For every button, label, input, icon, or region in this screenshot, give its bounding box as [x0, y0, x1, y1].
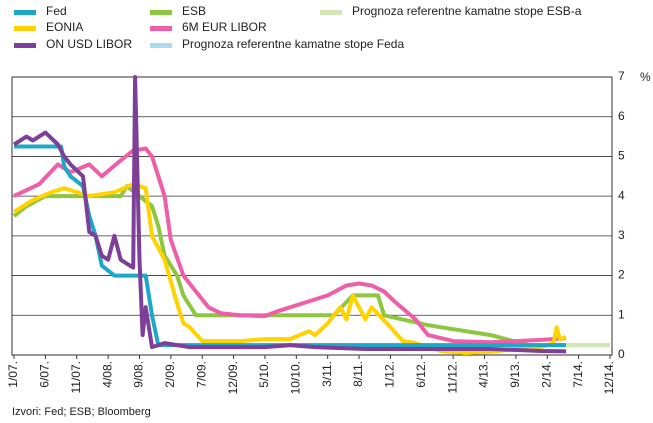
x-tick-label: 1/07. — [6, 361, 20, 388]
x-tick-label: 6/12. — [414, 361, 428, 388]
x-tick-label: 7/14. — [571, 361, 585, 388]
legend-swatch — [150, 10, 172, 15]
x-tick-label: 4/08. — [100, 361, 114, 388]
x-tick-label: 2/14. — [539, 361, 553, 388]
y-tick-label: 7 — [618, 69, 625, 83]
series-line — [12, 182, 567, 355]
legend-swatch — [150, 26, 172, 31]
x-tick-label: 12/09. — [226, 361, 240, 394]
series-line — [13, 146, 567, 345]
legend-label: ESB — [182, 4, 206, 18]
y-unit: % — [640, 70, 651, 84]
y-tick-label: 4 — [618, 188, 625, 202]
legend-swatch — [14, 43, 36, 48]
legend-swatch — [14, 10, 36, 15]
y-tick-label: 3 — [618, 228, 625, 242]
legend-label: EONIA — [46, 20, 83, 34]
legend-label: 6M EUR LIBOR — [182, 20, 267, 34]
x-tick-label: 3/11. — [320, 361, 334, 387]
x-tick-label: 10/10. — [288, 361, 302, 394]
y-tick-label: 5 — [618, 149, 625, 163]
series-line — [12, 184, 567, 348]
x-tick-label: 12/14. — [602, 361, 616, 394]
x-tick-label: 6/07. — [38, 361, 52, 388]
legend-label: Fed — [46, 4, 67, 18]
legend-label: ON USD LIBOR — [46, 37, 132, 51]
y-tick-label: 1 — [618, 307, 625, 321]
x-tick-label: 9/08. — [132, 361, 146, 388]
x-tick-label: 2/09. — [163, 361, 177, 388]
legend-swatch — [150, 43, 172, 48]
x-tick-label: 7/09. — [194, 361, 208, 388]
legend-label: Prognoza referentne kamatne stope ESB-a — [352, 4, 582, 18]
x-tick-label: 1/12. — [383, 361, 397, 388]
legend-swatch — [14, 26, 36, 31]
x-tick-label: 9/13. — [508, 361, 522, 388]
x-tick-label: 4/13. — [477, 361, 491, 388]
series-line — [12, 75, 567, 354]
x-tick-label: 8/11. — [351, 361, 365, 387]
y-tick-label: 2 — [618, 268, 625, 282]
x-tick-label: 5/10. — [257, 361, 271, 388]
y-tick-label: 0 — [618, 347, 625, 361]
x-tick-label: 11/12. — [445, 361, 459, 393]
legend-label: Prognoza referentne kamatne stope Feda — [182, 37, 404, 51]
source: Izvori: Fed; ESB; Bloomberg — [12, 406, 151, 418]
legend-swatch — [320, 10, 342, 15]
x-tick-label: 11/07. — [69, 361, 83, 393]
y-tick-label: 6 — [618, 109, 625, 123]
